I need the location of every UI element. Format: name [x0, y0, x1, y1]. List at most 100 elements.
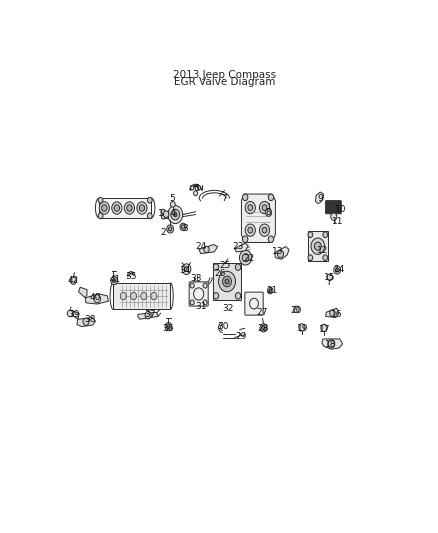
- Text: 21: 21: [266, 286, 278, 295]
- Circle shape: [243, 194, 248, 200]
- Circle shape: [262, 205, 267, 211]
- Text: 40: 40: [90, 293, 101, 302]
- Circle shape: [242, 254, 249, 262]
- Text: 6: 6: [194, 184, 200, 193]
- Polygon shape: [85, 294, 108, 304]
- Circle shape: [327, 274, 332, 281]
- Polygon shape: [212, 263, 241, 300]
- Polygon shape: [71, 310, 79, 319]
- Text: 9: 9: [317, 194, 323, 203]
- FancyBboxPatch shape: [245, 292, 263, 315]
- FancyBboxPatch shape: [189, 282, 208, 306]
- Circle shape: [262, 326, 265, 330]
- Circle shape: [277, 251, 283, 257]
- Circle shape: [94, 295, 101, 303]
- Circle shape: [323, 255, 328, 261]
- Text: 36: 36: [162, 324, 174, 333]
- Circle shape: [203, 300, 207, 305]
- Circle shape: [145, 311, 151, 319]
- Circle shape: [181, 225, 185, 229]
- Circle shape: [259, 224, 270, 236]
- Circle shape: [180, 223, 186, 231]
- Text: 39: 39: [69, 310, 80, 319]
- Circle shape: [248, 227, 253, 233]
- FancyBboxPatch shape: [325, 200, 341, 214]
- Circle shape: [161, 209, 166, 214]
- Text: 15: 15: [324, 273, 336, 282]
- Circle shape: [197, 186, 201, 190]
- Circle shape: [148, 213, 152, 219]
- Circle shape: [328, 340, 335, 348]
- Text: 19: 19: [297, 324, 308, 333]
- Text: 13: 13: [272, 247, 284, 256]
- Polygon shape: [77, 318, 95, 327]
- Circle shape: [213, 293, 219, 299]
- Circle shape: [268, 236, 274, 243]
- Circle shape: [311, 238, 325, 254]
- Circle shape: [308, 232, 313, 238]
- Polygon shape: [275, 247, 289, 260]
- Circle shape: [139, 205, 145, 211]
- Circle shape: [83, 318, 89, 325]
- Text: 24: 24: [196, 242, 207, 251]
- Circle shape: [204, 246, 209, 253]
- Text: 23: 23: [233, 242, 244, 251]
- Circle shape: [102, 205, 107, 211]
- Circle shape: [167, 325, 170, 329]
- Text: 2: 2: [160, 228, 166, 237]
- Circle shape: [168, 206, 183, 224]
- Polygon shape: [113, 282, 170, 309]
- Circle shape: [191, 186, 194, 190]
- Circle shape: [170, 201, 175, 207]
- Text: 38: 38: [84, 314, 95, 324]
- Text: 25: 25: [220, 261, 231, 270]
- Polygon shape: [99, 198, 152, 218]
- Text: 32: 32: [222, 304, 233, 313]
- Text: 7: 7: [222, 194, 227, 203]
- Circle shape: [269, 289, 272, 292]
- Text: 14: 14: [334, 265, 346, 273]
- Text: EGR Valve Diagram: EGR Valve Diagram: [174, 77, 275, 87]
- Circle shape: [182, 264, 191, 274]
- Circle shape: [260, 324, 267, 332]
- Text: 22: 22: [243, 254, 254, 263]
- Text: 33: 33: [190, 274, 201, 283]
- Text: 16: 16: [331, 310, 342, 319]
- Circle shape: [219, 271, 236, 292]
- Circle shape: [235, 293, 241, 299]
- Circle shape: [120, 293, 127, 300]
- Text: 30: 30: [217, 322, 229, 331]
- Circle shape: [112, 202, 122, 214]
- Circle shape: [203, 283, 207, 288]
- Circle shape: [173, 213, 177, 216]
- Circle shape: [141, 293, 147, 300]
- Circle shape: [113, 279, 116, 282]
- Text: 27: 27: [257, 308, 268, 317]
- Circle shape: [151, 293, 157, 300]
- Text: 29: 29: [235, 332, 247, 341]
- Text: 8: 8: [265, 208, 271, 217]
- Circle shape: [243, 236, 248, 243]
- Circle shape: [323, 232, 328, 238]
- Circle shape: [184, 266, 188, 272]
- Circle shape: [167, 225, 173, 233]
- Text: 34: 34: [180, 266, 191, 275]
- Text: 31: 31: [195, 302, 206, 311]
- Text: 18: 18: [325, 340, 336, 349]
- Circle shape: [259, 201, 270, 214]
- Text: 12: 12: [317, 246, 328, 255]
- Text: 26: 26: [214, 269, 226, 278]
- Polygon shape: [78, 287, 87, 298]
- Text: 35: 35: [125, 272, 137, 281]
- Text: 2013 Jeep Compass: 2013 Jeep Compass: [173, 70, 276, 80]
- Circle shape: [163, 211, 169, 217]
- Circle shape: [98, 213, 103, 219]
- Polygon shape: [138, 312, 158, 319]
- Text: 37: 37: [145, 310, 156, 319]
- Circle shape: [131, 293, 137, 300]
- Circle shape: [194, 191, 198, 196]
- Text: 17: 17: [319, 325, 330, 334]
- Circle shape: [217, 270, 222, 275]
- Circle shape: [127, 205, 132, 211]
- Polygon shape: [199, 245, 218, 254]
